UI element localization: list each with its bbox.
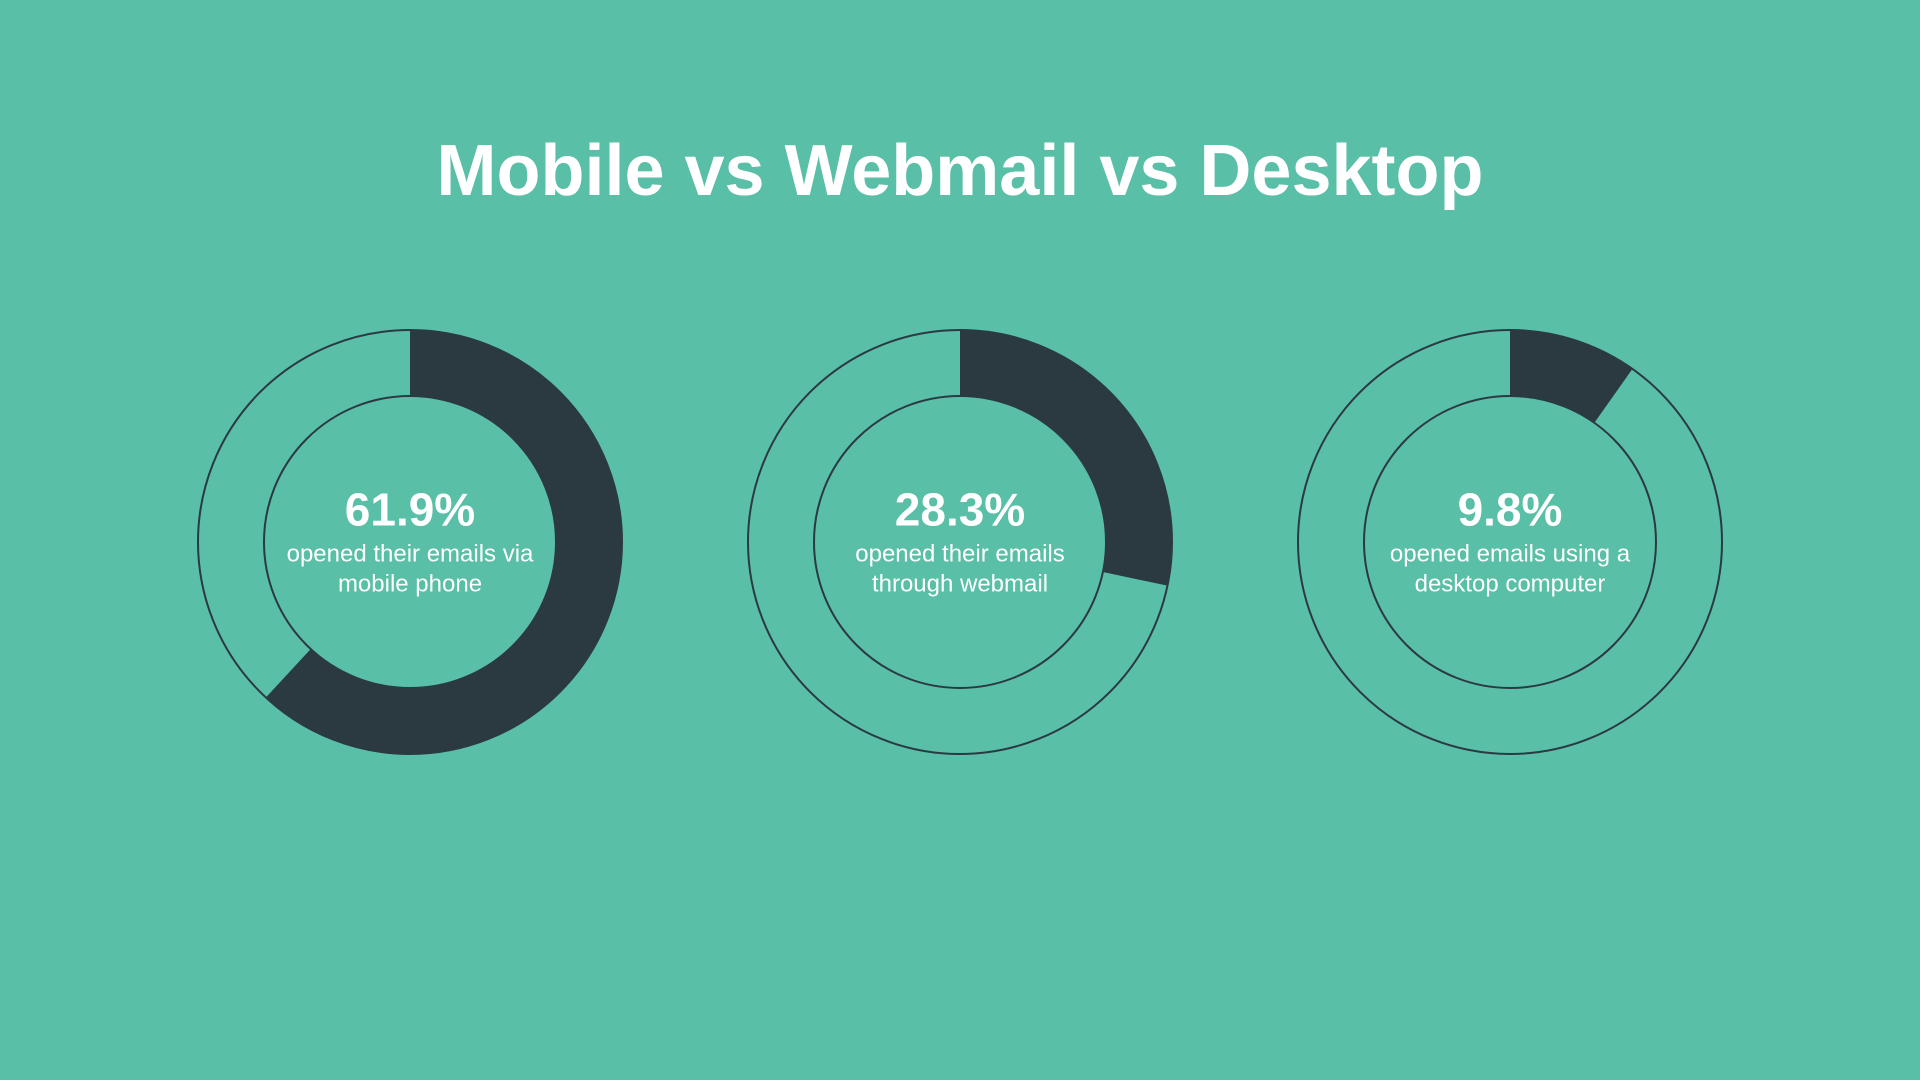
donut-chart-webmail: 28.3% opened their emails through webmai… <box>740 322 1180 762</box>
donut-charts-row: 61.9% opened their emails via mobile pho… <box>190 322 1730 762</box>
donut-percent: 28.3% <box>820 485 1100 536</box>
donut-chart-desktop: 9.8% opened emails using a desktop compu… <box>1290 322 1730 762</box>
donut-label: opened emails using a desktop computer <box>1370 539 1650 599</box>
donut-center: 28.3% opened their emails through webmai… <box>820 485 1100 600</box>
donut-center: 9.8% opened emails using a desktop compu… <box>1370 485 1650 600</box>
donut-center: 61.9% opened their emails via mobile pho… <box>270 485 550 600</box>
page-title: Mobile vs Webmail vs Desktop <box>437 130 1484 212</box>
donut-label: opened their emails via mobile phone <box>270 539 550 599</box>
donut-percent: 61.9% <box>270 485 550 536</box>
donut-chart-mobile: 61.9% opened their emails via mobile pho… <box>190 322 630 762</box>
donut-label: opened their emails through webmail <box>820 539 1100 599</box>
donut-percent: 9.8% <box>1370 485 1650 536</box>
